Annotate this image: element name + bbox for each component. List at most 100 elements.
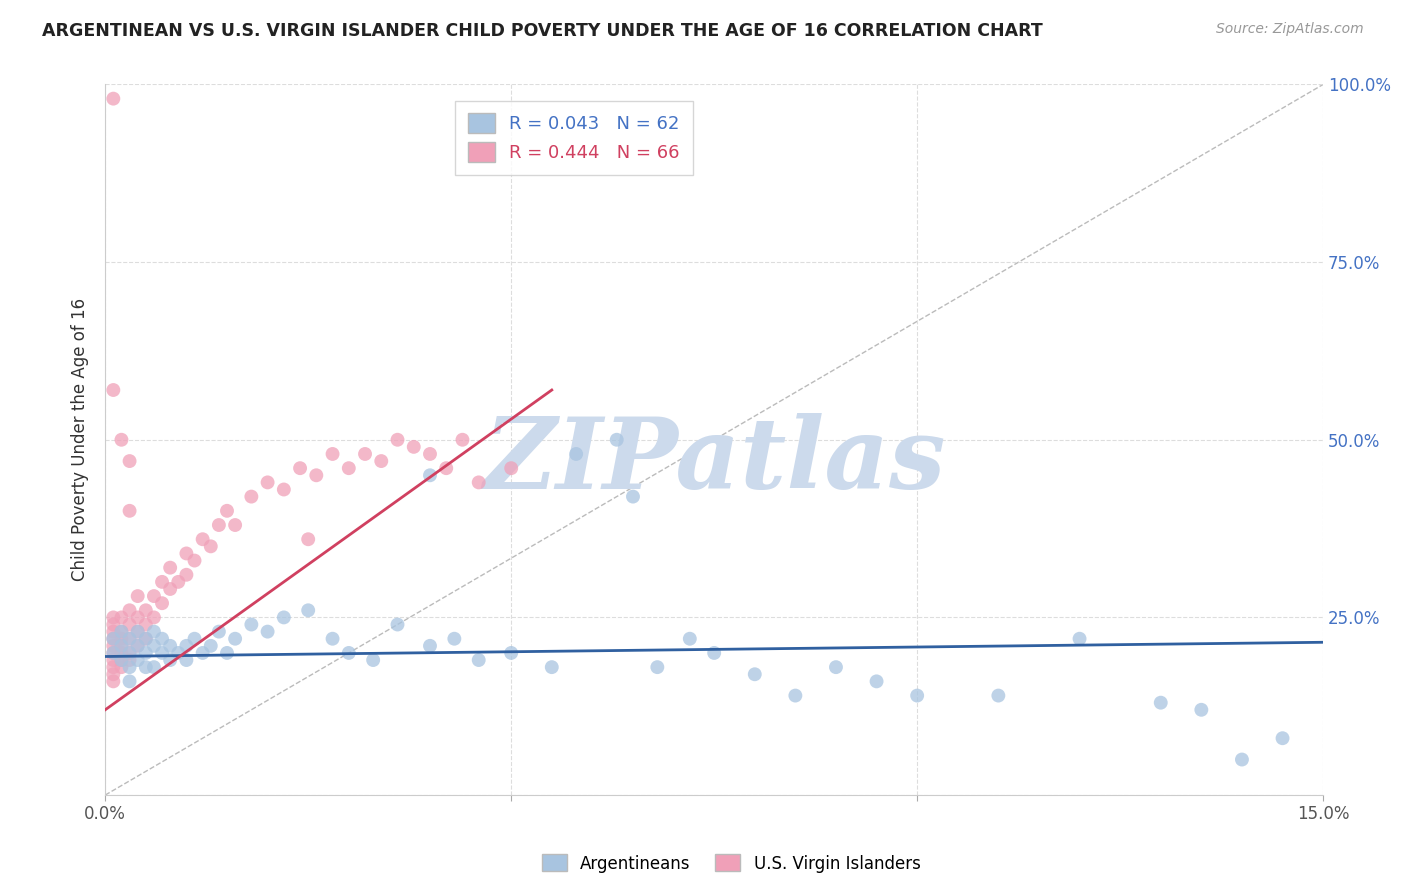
Point	[110, 624, 132, 639]
Point	[467, 475, 489, 490]
Point	[118, 653, 141, 667]
Point	[402, 440, 425, 454]
Point	[987, 689, 1010, 703]
Point	[118, 660, 141, 674]
Point	[183, 632, 205, 646]
Point	[167, 574, 190, 589]
Point	[224, 518, 246, 533]
Point	[240, 617, 263, 632]
Point	[288, 461, 311, 475]
Point	[1230, 752, 1253, 766]
Point	[103, 383, 125, 397]
Point	[127, 639, 149, 653]
Point	[135, 660, 157, 674]
Point	[127, 624, 149, 639]
Point	[825, 660, 848, 674]
Point	[419, 639, 441, 653]
Point	[103, 632, 125, 646]
Point	[142, 610, 165, 624]
Point	[744, 667, 766, 681]
Point	[150, 646, 173, 660]
Point	[208, 518, 231, 533]
Point	[224, 632, 246, 646]
Point	[103, 653, 125, 667]
Point	[142, 639, 165, 653]
Point	[135, 646, 157, 660]
Point	[176, 639, 198, 653]
Text: Source: ZipAtlas.com: Source: ZipAtlas.com	[1216, 22, 1364, 37]
Point	[118, 617, 141, 632]
Point	[176, 546, 198, 560]
Point	[118, 646, 141, 660]
Point	[127, 653, 149, 667]
Point	[337, 646, 360, 660]
Point	[200, 639, 222, 653]
Point	[142, 589, 165, 603]
Point	[110, 639, 132, 653]
Point	[305, 468, 328, 483]
Point	[1069, 632, 1091, 646]
Point	[176, 567, 198, 582]
Point	[135, 603, 157, 617]
Point	[142, 624, 165, 639]
Point	[621, 490, 644, 504]
Y-axis label: Child Poverty Under the Age of 16: Child Poverty Under the Age of 16	[72, 298, 89, 582]
Point	[256, 624, 278, 639]
Point	[110, 646, 132, 660]
Point	[135, 632, 157, 646]
Point	[103, 632, 125, 646]
Point	[127, 589, 149, 603]
Point	[501, 646, 523, 660]
Point	[905, 689, 928, 703]
Point	[215, 646, 238, 660]
Point	[443, 632, 465, 646]
Point	[273, 610, 295, 624]
Point	[118, 632, 141, 646]
Point	[865, 674, 887, 689]
Point	[150, 574, 173, 589]
Point	[103, 617, 125, 632]
Point	[167, 646, 190, 660]
Point	[354, 447, 377, 461]
Point	[240, 490, 263, 504]
Point	[208, 624, 231, 639]
Point	[135, 632, 157, 646]
Point	[103, 674, 125, 689]
Point	[191, 646, 214, 660]
Point	[647, 660, 669, 674]
Point	[103, 660, 125, 674]
Point	[118, 454, 141, 468]
Point	[176, 653, 198, 667]
Point	[679, 632, 702, 646]
Point	[200, 539, 222, 553]
Point	[297, 603, 319, 617]
Point	[159, 582, 181, 596]
Point	[337, 461, 360, 475]
Point	[103, 92, 125, 106]
Point	[434, 461, 457, 475]
Point	[110, 660, 132, 674]
Point	[451, 433, 474, 447]
Point	[419, 447, 441, 461]
Point	[103, 667, 125, 681]
Point	[159, 639, 181, 653]
Point	[540, 660, 562, 674]
Point	[159, 560, 181, 574]
Point	[159, 653, 181, 667]
Point	[1189, 703, 1212, 717]
Legend: Argentineans, U.S. Virgin Islanders: Argentineans, U.S. Virgin Islanders	[534, 847, 928, 880]
Point	[127, 610, 149, 624]
Point	[785, 689, 807, 703]
Point	[606, 433, 628, 447]
Point	[110, 639, 132, 653]
Point	[118, 632, 141, 646]
Point	[501, 461, 523, 475]
Point	[110, 632, 132, 646]
Point	[103, 639, 125, 653]
Point	[127, 624, 149, 639]
Point	[118, 504, 141, 518]
Point	[135, 617, 157, 632]
Point	[191, 533, 214, 547]
Point	[118, 603, 141, 617]
Point	[1271, 731, 1294, 746]
